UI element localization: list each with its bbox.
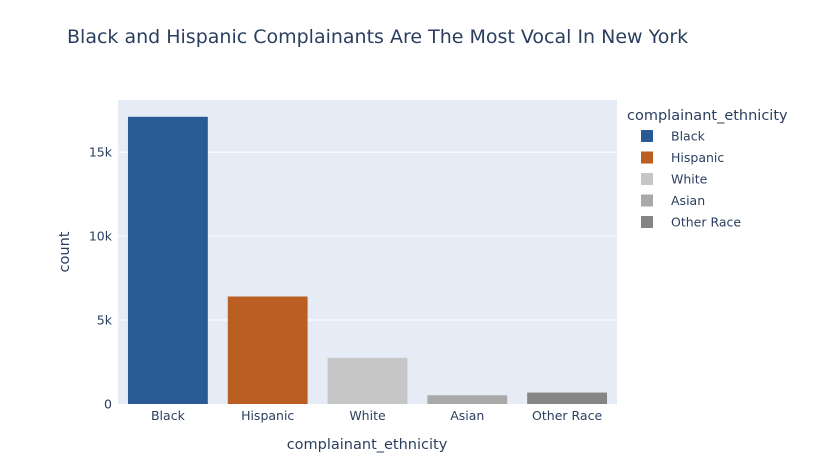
legend-title: complainant_ethnicity xyxy=(627,108,788,124)
x-tick-label: Black xyxy=(151,408,186,423)
bar xyxy=(427,395,508,404)
legend-label: Asian xyxy=(671,193,705,208)
legend-label: Hispanic xyxy=(671,150,724,165)
x-tick-label: Asian xyxy=(450,408,484,423)
legend-label: Other Race xyxy=(671,215,741,230)
legend-swatch xyxy=(641,216,653,228)
x-tick-label: White xyxy=(349,408,386,423)
bar xyxy=(327,357,408,404)
y-axis-title: count xyxy=(57,231,73,272)
x-tick-label: Other Race xyxy=(532,408,602,423)
legend-label: Black xyxy=(671,129,706,144)
x-tick-label: Hispanic xyxy=(241,408,294,423)
legend-items: Black Hispanic White Asian Other Race xyxy=(641,129,741,230)
y-tick-label: 15k xyxy=(89,145,113,160)
bar xyxy=(527,392,608,404)
bars xyxy=(127,116,608,404)
legend-swatch xyxy=(641,151,653,164)
y-tick-label: 0 xyxy=(104,397,112,412)
y-tick-label: 5k xyxy=(97,313,113,328)
legend-swatch xyxy=(641,130,653,142)
bar xyxy=(227,296,308,404)
x-axis-ticks: Black Hispanic White Asian Other Race xyxy=(151,408,602,423)
legend-label: White xyxy=(671,172,708,187)
bar xyxy=(127,116,208,404)
x-axis-title: complainant_ethnicity xyxy=(287,437,448,453)
legend: complainant_ethnicity Black Hispanic White… xyxy=(627,108,788,230)
y-axis-ticks: 0 5k 10k 15k xyxy=(89,145,113,412)
chart-title: Black and Hispanic Complainants Are The … xyxy=(67,26,688,48)
legend-swatch xyxy=(641,194,653,207)
y-tick-label: 10k xyxy=(89,229,113,244)
legend-swatch xyxy=(641,173,653,185)
